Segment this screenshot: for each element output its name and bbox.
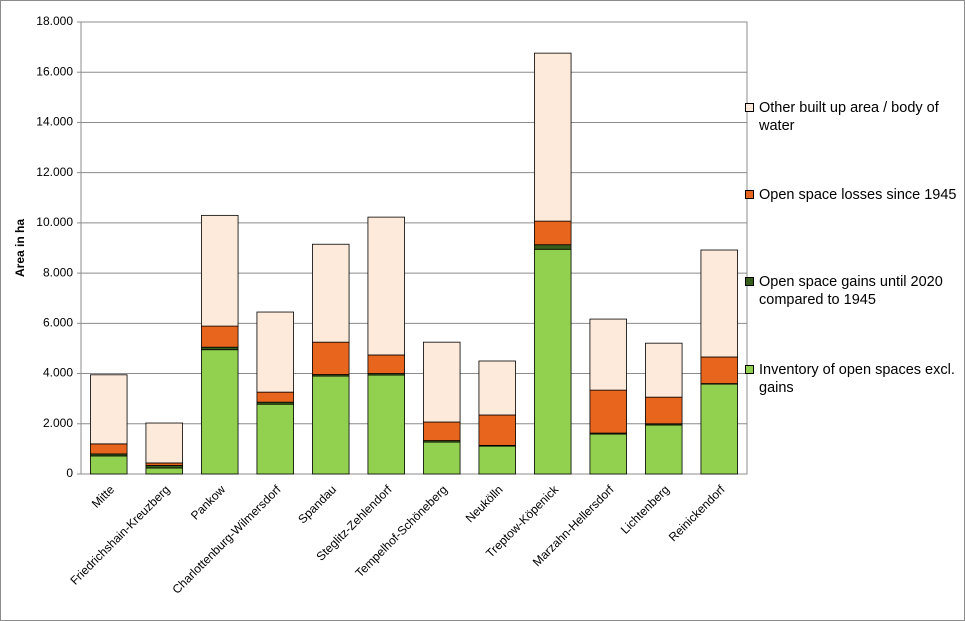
bar-segment [367,354,405,374]
bar-segment [423,341,461,423]
y-tick-label: 2.000 [43,416,73,430]
x-tick-label: Spandau [295,482,339,526]
y-tick-label: 10.000 [36,215,73,229]
bar-segment [534,244,572,250]
bar-segment [700,383,738,475]
bar-segment [256,403,294,475]
bar-segment [700,249,738,358]
bar-segment [423,421,461,442]
y-axis-title: Area in ha [13,219,27,277]
bar-segment [90,443,128,455]
bar-segment [478,445,516,475]
y-tick-label: 12.000 [36,165,73,179]
y-tick-label: 0 [66,466,73,480]
x-tick-label: Friedrichshain-Kreuzberg [67,482,172,587]
bar-segment [201,349,239,475]
bar-segment [312,375,350,475]
bar-segment [367,216,405,356]
y-tick-label: 8.000 [43,265,73,279]
x-tick-label: Reinickendorf [666,482,728,544]
legend-label: Other built up area / body of water [759,100,939,134]
bar-segment [312,341,350,375]
x-tick-label: Tempelhof-Schöneberg [352,482,450,580]
bar-segment [534,220,572,246]
legend-item: Other built up area / body of water [745,99,959,135]
legend-swatch [745,365,754,374]
legend-label: Open space losses since 1945 [759,187,957,203]
bar-segment [256,311,294,393]
legend-label: Inventory of open spaces excl. gains [759,362,955,396]
y-tick-label: 14.000 [36,115,73,129]
bar-segment [589,318,627,391]
legend-item: Open space losses since 1945 [745,186,959,204]
bar-segment [201,325,239,348]
legend-item: Inventory of open spaces excl. gains [745,361,959,397]
x-tick-label: Lichtenberg [618,482,672,536]
bar-segment [534,52,572,222]
bar-segment [90,455,128,475]
bar-segment [700,356,738,384]
bar-segment [589,433,627,475]
legend-swatch [745,103,754,112]
bar-segment [312,243,350,343]
legend-swatch [745,277,754,286]
bar-segment [478,414,516,446]
legend-swatch [745,190,754,199]
y-tick-label: 16.000 [36,64,73,78]
bar-segment [367,374,405,475]
bar-segment [645,424,683,475]
bar-segment [478,360,516,416]
legend-label: Open space gains until 2020 compared to … [759,274,943,308]
bar-segment [423,441,461,475]
x-tick-label: Neukölln [463,482,506,525]
bar-segment [256,391,294,403]
x-tick-label: Mitte [89,482,118,511]
bar-segment [90,374,128,445]
y-tick-label: 18.000 [36,14,73,28]
bar-segment [534,248,572,475]
bar-segment [201,214,239,327]
legend-item: Open space gains until 2020 compared to … [745,273,959,309]
bar-segment [645,342,683,398]
bar-segment [145,422,183,464]
bar-segment [589,389,627,434]
bar-segment [145,467,183,475]
x-tick-label: Pankow [188,482,228,522]
x-tick-label: Charlottenburg-Wilmersdorf [169,482,284,597]
y-tick-label: 4.000 [43,366,73,380]
bar-segment [645,396,683,425]
y-tick-label: 6.000 [43,316,73,330]
